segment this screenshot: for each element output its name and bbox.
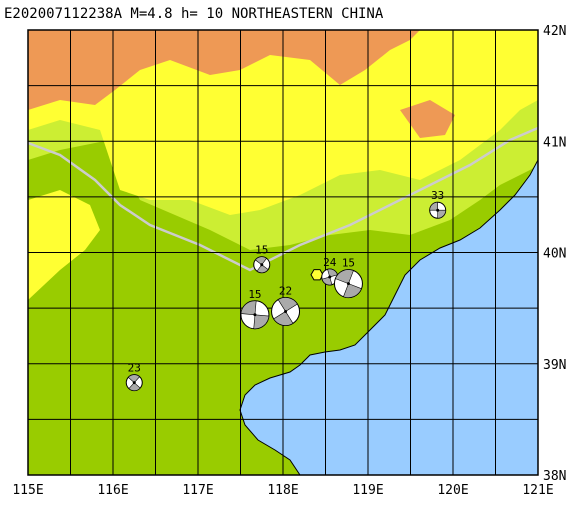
longitude-label: 118E <box>267 483 298 498</box>
beachball-quadrant <box>240 300 257 316</box>
epicenter-marker-icon[interactable] <box>310 269 324 281</box>
mechanism-depth-label: 15 <box>255 244 268 257</box>
latitude-label: 38N <box>543 469 566 484</box>
beachball-quadrant <box>273 311 294 326</box>
focal-mechanism-beachball[interactable]: 15 <box>253 244 271 274</box>
latitude-label: 41N <box>543 135 566 150</box>
beachball-quadrant <box>256 264 269 273</box>
beachball-quadrant <box>253 314 270 330</box>
mechanism-depth-label: 15 <box>342 257 355 270</box>
mechanism-depth-label: 23 <box>128 362 141 375</box>
longitude-label: 115E <box>12 483 43 498</box>
focal-mechanism-beachball[interactable]: 23 <box>125 362 143 392</box>
longitude-labels: 115E 116E 117E 118E 119E 120E 121E <box>12 483 553 498</box>
longitude-label: 116E <box>97 483 128 498</box>
beachball-center-dot <box>328 275 332 279</box>
mechanism-depth-label: 24 <box>323 256 337 269</box>
beachball-quadrant <box>437 209 447 219</box>
longitude-label: 121E <box>522 483 553 498</box>
latitude-label: 42N <box>543 24 566 39</box>
focal-mechanism-beachball[interactable]: 15 <box>333 257 363 299</box>
beachball-center-dot <box>253 313 257 317</box>
map-frame <box>27 29 539 476</box>
beachball-center-dot <box>346 282 350 286</box>
latitude-labels: 38N 39N 40N 41N 42N <box>543 24 566 484</box>
longitude-label: 119E <box>352 483 383 498</box>
mechanism-depth-label: 33 <box>431 189 444 202</box>
mechanism-depth-label: 15 <box>248 288 261 301</box>
province-border <box>27 126 539 272</box>
focal-mechanism-beachball[interactable]: 33 <box>429 189 447 219</box>
beachball-center-dot <box>132 381 136 385</box>
focal-mechanisms: 33 15 24 15 22 15 23 <box>125 189 447 392</box>
latitude-label: 40N <box>543 247 566 262</box>
map-title: E202007112238A M=4.8 h= 10 NORTHEASTERN … <box>4 6 384 22</box>
beachball-quadrant <box>334 269 354 285</box>
beachball-quadrant <box>128 382 141 391</box>
focal-mechanism-beachball[interactable]: 15 <box>240 288 270 330</box>
beachball-quadrant <box>127 374 141 384</box>
epicenter-hexagon[interactable] <box>310 269 324 281</box>
beachball-quadrant <box>254 256 267 266</box>
beachball-center-dot <box>284 309 288 313</box>
beachball-quadrant <box>429 201 438 211</box>
beachball-center-dot <box>436 208 440 212</box>
beachball-quadrant <box>321 276 333 286</box>
beachball-center-dot <box>260 263 264 267</box>
longitude-label: 120E <box>437 483 468 498</box>
lat-lon-grid <box>28 30 538 475</box>
mechanism-depth-label: 22 <box>279 284 292 297</box>
beachball-quadrant <box>277 297 298 312</box>
beachball-quadrant <box>343 283 362 298</box>
latitude-label: 39N <box>543 358 566 373</box>
longitude-label: 117E <box>182 483 213 498</box>
focal-mechanism-beachball[interactable]: 24 <box>321 256 339 286</box>
focal-mechanism-beachball[interactable]: 22 <box>271 284 301 326</box>
